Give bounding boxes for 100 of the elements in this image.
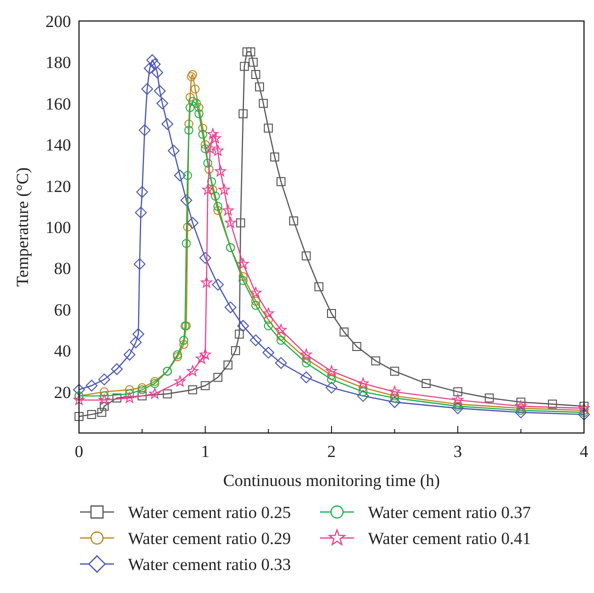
point xyxy=(255,82,264,92)
legend-label: Water cement ratio 0.29 xyxy=(128,528,291,548)
point xyxy=(183,171,192,180)
point xyxy=(276,336,286,345)
point xyxy=(251,296,260,306)
y-tick-label: 80 xyxy=(54,259,71,278)
point xyxy=(182,238,191,248)
point xyxy=(340,328,349,337)
point xyxy=(264,124,273,133)
point xyxy=(179,336,188,345)
point xyxy=(352,342,362,351)
point xyxy=(174,376,186,386)
point xyxy=(141,83,154,95)
point xyxy=(154,85,166,97)
point xyxy=(264,321,273,330)
point xyxy=(144,62,156,74)
point xyxy=(162,389,172,398)
y-tick-label: 20 xyxy=(54,382,71,402)
point xyxy=(198,130,208,139)
point xyxy=(302,251,311,260)
point xyxy=(275,324,287,335)
point xyxy=(146,54,158,66)
point xyxy=(136,186,148,198)
point xyxy=(74,412,84,422)
point xyxy=(194,109,204,118)
point xyxy=(514,406,527,418)
point xyxy=(248,58,258,67)
point xyxy=(199,252,212,264)
point xyxy=(214,165,226,176)
point xyxy=(251,300,260,310)
point xyxy=(358,383,368,392)
point xyxy=(223,360,232,370)
point xyxy=(238,272,248,281)
point xyxy=(240,62,249,71)
point xyxy=(218,184,230,195)
y-axis-title: Temperature (°C) xyxy=(13,167,32,287)
point xyxy=(188,385,198,394)
point xyxy=(224,216,236,228)
point xyxy=(213,202,222,211)
point xyxy=(134,206,147,218)
point xyxy=(174,170,186,182)
x-axis-title: Continuous monitoring time (h) xyxy=(223,471,440,490)
point xyxy=(326,365,338,376)
point xyxy=(168,144,180,157)
point xyxy=(210,192,220,201)
point xyxy=(270,152,280,162)
y-tick-label: 180 xyxy=(46,53,71,72)
point xyxy=(515,400,527,412)
point xyxy=(184,126,194,135)
point xyxy=(204,164,214,174)
point xyxy=(112,393,122,402)
y-tick-label: 200 xyxy=(46,12,71,31)
point xyxy=(186,103,195,112)
point xyxy=(212,144,224,156)
point xyxy=(314,282,324,292)
point xyxy=(149,388,160,399)
point xyxy=(134,258,146,270)
point xyxy=(200,381,210,390)
point xyxy=(100,402,109,411)
point xyxy=(86,380,98,392)
point xyxy=(276,332,286,341)
point xyxy=(124,392,136,403)
point xyxy=(150,379,160,388)
point xyxy=(262,346,274,359)
point xyxy=(125,385,134,394)
point xyxy=(250,334,262,346)
point xyxy=(186,365,198,376)
point xyxy=(238,109,248,118)
x-tick-label: 0 xyxy=(74,442,84,461)
point xyxy=(138,391,147,400)
point xyxy=(452,394,464,405)
point xyxy=(213,372,222,382)
point xyxy=(208,185,218,194)
point xyxy=(150,377,160,386)
point xyxy=(453,387,462,396)
point xyxy=(179,340,188,349)
point xyxy=(357,390,369,402)
point xyxy=(388,386,400,397)
x-tick-label: 1 xyxy=(201,442,210,461)
point xyxy=(302,358,311,368)
point xyxy=(200,348,211,360)
point xyxy=(238,276,248,286)
point xyxy=(161,118,174,130)
point xyxy=(200,276,212,288)
point xyxy=(180,194,192,206)
point xyxy=(213,206,222,216)
point xyxy=(422,379,431,388)
point xyxy=(326,382,338,394)
point xyxy=(246,47,256,56)
point xyxy=(73,394,85,405)
point xyxy=(237,320,250,332)
point xyxy=(234,330,244,339)
point xyxy=(132,328,144,340)
point xyxy=(148,58,161,70)
y-tick-label: 40 xyxy=(54,342,71,361)
point xyxy=(151,66,164,78)
point xyxy=(237,258,249,269)
y-tick-label: 160 xyxy=(46,94,71,114)
point xyxy=(390,366,400,376)
point xyxy=(192,98,201,108)
